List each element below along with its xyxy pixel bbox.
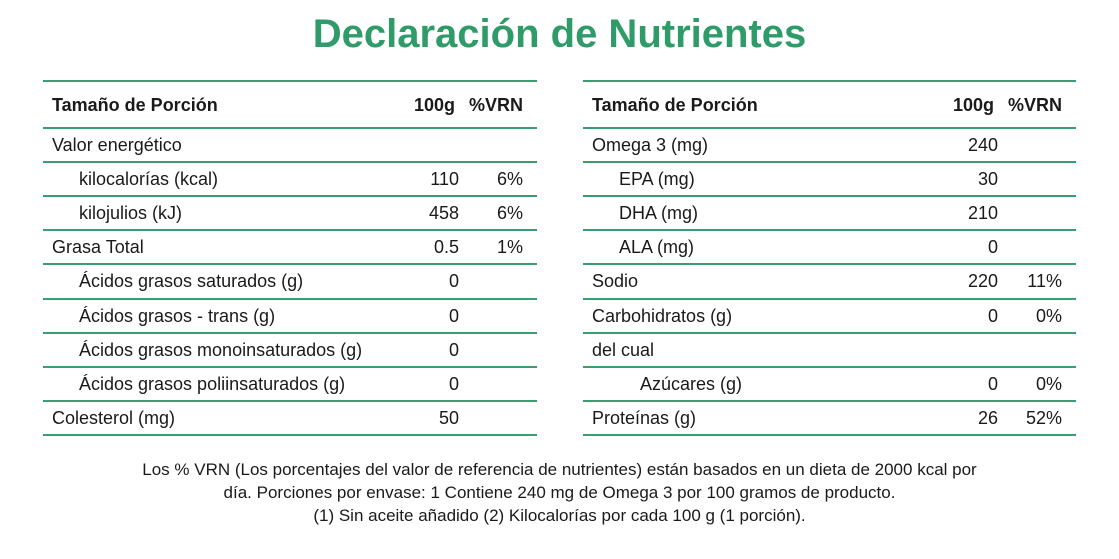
table-border [583, 80, 1076, 82]
row-label: Ácidos grasos monoinsaturados (g) [79, 339, 363, 360]
row-label: Ácidos grasos - trans (g) [79, 305, 276, 326]
row-divider [583, 263, 1076, 266]
row-divider [583, 433, 1076, 436]
row-amount: 240 [967, 135, 998, 156]
row-divider [43, 297, 537, 300]
row-label: ALA (mg) [619, 237, 695, 258]
row-vrn: 0% [1035, 305, 1062, 326]
row-amount: 0.5 [433, 237, 459, 258]
row-vrn: 1% [496, 237, 523, 258]
table-border [43, 80, 537, 82]
row-label: EPA (mg) [619, 169, 695, 190]
row-label: Valor energético [52, 135, 182, 156]
row-divider [583, 365, 1076, 368]
row-vrn: 52% [1025, 407, 1062, 428]
row-amount: 220 [967, 271, 998, 292]
row-vrn: 6% [496, 203, 523, 224]
row-divider [583, 399, 1076, 402]
row-label: kilocalorías (kcal) [79, 169, 219, 190]
row-amount: 26 [977, 407, 998, 428]
title: Declaración de Nutrientes [312, 12, 807, 56]
row-amount: 0 [448, 373, 459, 394]
row-label: DHA (mg) [619, 203, 699, 224]
row-divider [43, 195, 537, 198]
row-amount: 458 [428, 203, 459, 224]
row-amount: 0 [987, 237, 998, 258]
row-label: Carbohidratos (g) [592, 305, 733, 326]
row-amount: 210 [967, 203, 998, 224]
row-divider [43, 161, 537, 164]
footnote: (1) Sin aceite añadido (2) Kilocalorías … [313, 506, 806, 525]
row-label: Ácidos grasos poliinsaturados (g) [79, 373, 346, 394]
header-amount: 100g [413, 94, 455, 115]
row-vrn: 6% [496, 169, 523, 190]
row-amount: 0 [987, 305, 998, 326]
table-border [43, 127, 537, 129]
row-label: Omega 3 (mg) [592, 135, 709, 156]
header-label: Tamaño de Porción [52, 94, 218, 115]
row-label: Sodio [592, 271, 639, 292]
row-vrn: 0% [1035, 373, 1062, 394]
row-divider [43, 263, 537, 266]
row-divider [583, 229, 1076, 232]
row-divider [43, 331, 537, 334]
row-amount: 30 [977, 169, 998, 190]
header-vrn: %VRN [1007, 94, 1062, 115]
row-divider [43, 365, 537, 368]
row-amount: 50 [438, 407, 459, 428]
row-label: Colesterol (mg) [52, 407, 176, 428]
row-amount: 0 [448, 339, 459, 360]
row-vrn: 11% [1027, 271, 1062, 292]
row-label: Azúcares (g) [640, 373, 743, 394]
footnote: Los % VRN (Los porcentajes del valor de … [142, 460, 977, 479]
row-label: Proteínas (g) [592, 407, 697, 428]
table-border [583, 127, 1076, 129]
row-label: Ácidos grasos saturados (g) [79, 271, 304, 292]
row-amount: 0 [987, 373, 998, 394]
row-amount: 0 [448, 271, 459, 292]
row-label: Grasa Total [52, 237, 144, 258]
header-label: Tamaño de Porción [592, 94, 758, 115]
footnote: día. Porciones por envase: 1 Contiene 24… [223, 483, 896, 502]
header-amount: 100g [952, 94, 994, 115]
row-divider [583, 195, 1076, 198]
row-divider [43, 399, 537, 402]
row-divider [583, 297, 1076, 300]
row-label: del cual [592, 339, 655, 360]
row-label: kilojulios (kJ) [79, 203, 183, 224]
row-divider [43, 433, 537, 436]
header-vrn: %VRN [468, 94, 523, 115]
row-divider [43, 229, 537, 232]
row-amount: 0 [448, 305, 459, 326]
row-divider [583, 331, 1076, 334]
row-amount: 110 [430, 169, 459, 190]
row-divider [583, 161, 1076, 164]
